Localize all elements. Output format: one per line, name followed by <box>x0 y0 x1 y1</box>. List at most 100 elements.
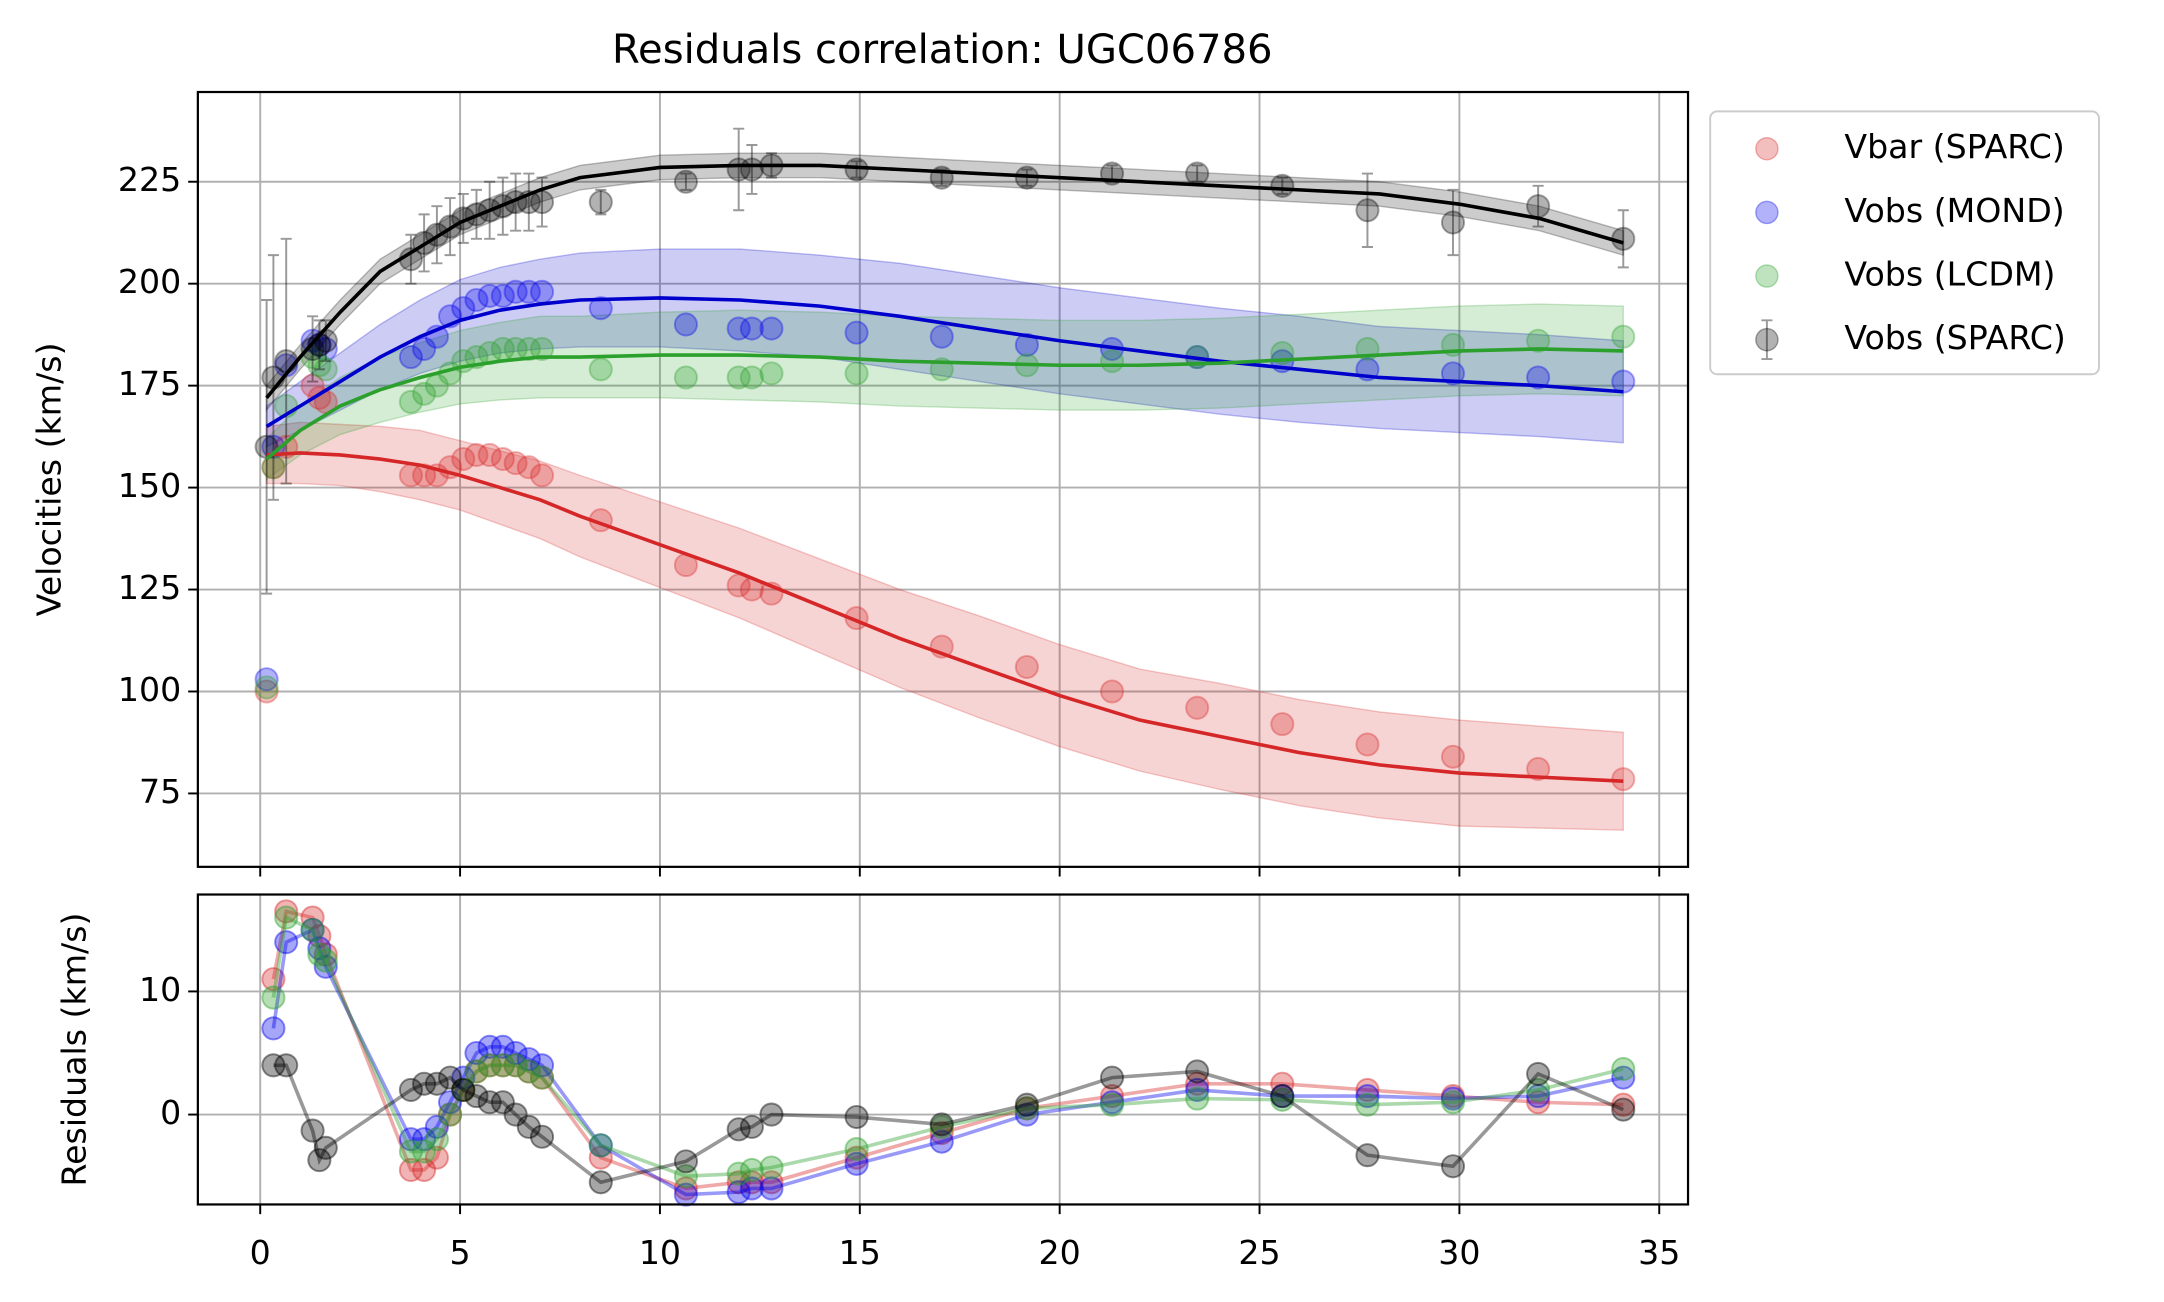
fit-line <box>265 296 1624 428</box>
data-point <box>412 381 437 406</box>
data-point <box>516 455 541 480</box>
residual-point <box>929 1112 954 1137</box>
residual-point <box>261 1016 286 1041</box>
error-bar <box>595 188 607 216</box>
residual-point <box>477 1053 502 1078</box>
residual-point <box>1014 1096 1039 1121</box>
data-point <box>673 312 698 337</box>
data-point <box>1270 712 1295 737</box>
error-bar <box>851 160 863 179</box>
residual-point <box>1270 1084 1295 1109</box>
x-tick-label: 15 <box>839 1233 881 1272</box>
uncertainty-band <box>265 303 1624 481</box>
residual-point <box>739 1176 764 1201</box>
residual-point <box>844 1137 869 1162</box>
residual-point <box>1355 1077 1380 1102</box>
residual-line <box>273 1063 1624 1185</box>
error-bar <box>536 176 548 228</box>
plot-frame <box>196 893 1690 1206</box>
data-point <box>464 442 489 467</box>
residual-point <box>673 1176 698 1201</box>
residual-point <box>424 1145 449 1170</box>
error-bar <box>510 172 522 232</box>
error-bar <box>313 319 325 371</box>
y-tick-label: 175 <box>118 364 181 403</box>
error-bar <box>523 172 535 232</box>
residual-point <box>451 1077 476 1102</box>
data-point <box>464 287 489 313</box>
residual-point <box>274 1053 299 1078</box>
data-point <box>1014 654 1039 680</box>
data-point <box>1270 173 1295 198</box>
residual-point <box>1355 1143 1380 1168</box>
error-bar <box>405 233 417 285</box>
data-point <box>844 361 869 386</box>
residual-point <box>307 936 332 961</box>
data-point <box>1099 349 1125 374</box>
residual-point <box>307 923 332 949</box>
residual-point <box>1099 1092 1125 1117</box>
data-point <box>529 463 555 488</box>
data-point <box>516 279 541 304</box>
x-tick-label: 25 <box>1238 1233 1280 1272</box>
data-point <box>1014 332 1039 357</box>
residual-point <box>1014 1102 1039 1127</box>
legend-error <box>1761 319 1773 361</box>
residual-point <box>412 1127 437 1152</box>
residual-point <box>274 899 299 924</box>
residual-point <box>1270 1071 1295 1096</box>
data-point <box>398 389 423 414</box>
legend-marker <box>1755 264 1779 288</box>
residual-point <box>1355 1092 1380 1117</box>
error-bar <box>733 127 745 212</box>
y-tick-label: 75 <box>139 772 181 811</box>
error-bar <box>1617 209 1629 269</box>
data-point <box>1355 732 1380 757</box>
x-tick-label: 5 <box>450 1233 471 1272</box>
residual-point <box>759 1102 784 1127</box>
fit-line <box>265 163 1624 400</box>
residual-point <box>398 1077 423 1102</box>
error-bar <box>1447 188 1459 257</box>
legend-label: Vobs (MOND) <box>1844 191 2064 230</box>
data-point <box>477 442 502 467</box>
residual-point <box>424 1114 449 1139</box>
residual-point <box>490 1053 515 1078</box>
residual-point <box>1611 1065 1636 1090</box>
residual-point <box>929 1114 954 1139</box>
data-point <box>1526 365 1551 390</box>
residual-point <box>300 905 325 930</box>
data-point <box>307 353 332 378</box>
residual-point <box>739 1114 764 1139</box>
residual-point <box>1185 1071 1210 1096</box>
residual-point <box>438 1102 463 1127</box>
residual-point <box>844 1104 869 1130</box>
error-bar <box>261 299 273 595</box>
residual-point <box>1526 1090 1551 1115</box>
residual-point <box>759 1170 784 1195</box>
residual-point <box>261 1053 286 1078</box>
residual-point <box>739 1170 764 1195</box>
residual-point <box>490 1034 515 1059</box>
legend-label: Vbar (SPARC) <box>1844 127 2064 166</box>
residual-point <box>929 1129 954 1154</box>
data-point <box>588 357 613 382</box>
residual-point <box>490 1090 515 1115</box>
data-point <box>1099 679 1125 704</box>
error-bar <box>1276 176 1288 195</box>
legend-marker <box>1755 200 1779 225</box>
residual-point <box>1440 1090 1466 1115</box>
residual-point <box>451 1065 476 1090</box>
residual-point <box>503 1053 528 1078</box>
residual-point <box>274 930 299 955</box>
data-point <box>412 336 437 361</box>
residual-point <box>844 1151 869 1176</box>
residual-point <box>313 1135 338 1160</box>
data-point <box>490 447 515 472</box>
residual-point <box>438 1065 463 1090</box>
residual-point <box>673 1182 698 1207</box>
residual-point <box>726 1170 751 1195</box>
data-point <box>739 365 764 390</box>
data-point <box>313 336 338 361</box>
